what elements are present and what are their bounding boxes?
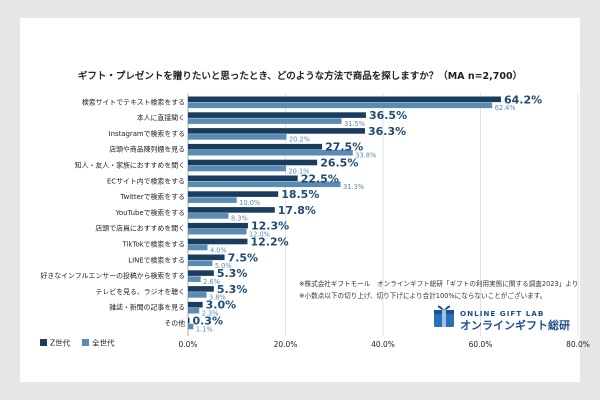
legend-swatch-z xyxy=(40,339,47,346)
bar-z-generation xyxy=(188,301,203,308)
category-label: Twitterで検索をする xyxy=(120,192,185,201)
value-label-all: 2.6% xyxy=(203,278,220,286)
bar-all-generation xyxy=(188,118,342,124)
bar-all-generation xyxy=(188,181,341,188)
bar-z-generation xyxy=(188,207,275,213)
bar-z-generation xyxy=(188,270,214,276)
x-tick-label: 20.0% xyxy=(274,340,298,349)
legend-label-z: Z世代 xyxy=(50,338,71,348)
bar-z-generation xyxy=(188,222,248,229)
category-label: 好きなインフルエンサーの投稿から検索をする xyxy=(41,271,186,280)
x-tick-label: 0.0% xyxy=(178,340,197,349)
x-tick-label: 80.0% xyxy=(566,340,590,349)
bar-z-generation xyxy=(188,128,365,134)
legend-label-all: 全世代 xyxy=(92,338,115,348)
value-label-all: 8.3% xyxy=(231,215,248,223)
value-label-all: 3.8% xyxy=(209,294,226,302)
bar-z-generation xyxy=(188,254,225,261)
bar-z-generation xyxy=(188,159,318,166)
legend-swatch-all xyxy=(82,339,89,346)
bar-all-generation xyxy=(188,102,493,109)
value-label-all: 31.5% xyxy=(344,120,365,128)
bar-all-generation xyxy=(188,323,194,330)
value-labels: 64.2%62.4% 36.5% 31.5%36.3% 20.2% 27.5%33.8%… xyxy=(192,93,542,333)
value-label-z: 22.5% xyxy=(301,172,339,185)
value-label-z: 18.5% xyxy=(281,188,319,201)
source-note: ※株式会社ギフトモール オンラインギフト総研「ギフトの利用実態に関する調査202… xyxy=(299,279,578,288)
chart-title: ギフト・プレゼントを贈りたいと思ったとき、どのような方法で商品を探しますか？（M… xyxy=(78,70,522,82)
bar-all-generation xyxy=(188,276,201,282)
chart-card xyxy=(20,18,580,382)
gift-box-icon xyxy=(434,305,454,327)
rounding-note: ※小数点以下の切り上げ、切り下げにより合計100%にならないことがございます。 xyxy=(299,291,546,300)
x-tick-label: 60.0% xyxy=(469,340,493,349)
logo-text-english: ONLINE GIFT LAB xyxy=(460,309,544,318)
value-label-all: 1.1% xyxy=(196,325,213,333)
value-label-all: 4.0% xyxy=(210,246,227,254)
x-tick-label: 40.0% xyxy=(371,340,395,349)
value-label-z: 5.3% xyxy=(217,267,248,280)
logo-text-japanese: オンラインギフト総研 xyxy=(460,318,570,332)
bar-z-generation xyxy=(188,112,366,118)
bar-all-generation xyxy=(188,292,207,298)
value-label-z: 0.3% xyxy=(192,315,223,328)
legend: Z世代 全世代 xyxy=(40,338,115,348)
bar-z-generation xyxy=(188,96,501,103)
value-label-all: 20.2% xyxy=(289,136,310,144)
bar-all-generation xyxy=(188,307,200,314)
value-label-z: 26.5% xyxy=(320,157,358,170)
value-label-all: 12.0% xyxy=(249,231,270,239)
bar-z-generation xyxy=(188,191,279,197)
value-label-all: 10.0% xyxy=(239,199,260,207)
category-label: Instagramで検索をする xyxy=(109,129,185,138)
bar-all-generation xyxy=(188,213,229,219)
value-label-all: 5.0% xyxy=(215,262,232,270)
value-label-all: 20.1% xyxy=(288,167,309,175)
category-label: 雑誌・新聞の記事を見る xyxy=(109,303,185,312)
category-label: 検索サイトでテキスト検索をする xyxy=(82,97,185,106)
category-label: その他 xyxy=(164,319,185,328)
value-label-z: 17.8% xyxy=(278,204,316,217)
bar-all-generation xyxy=(188,228,247,235)
category-label: 知人・友人・家族におすすめを聞く xyxy=(75,161,185,170)
value-label-z: 36.5% xyxy=(369,109,407,122)
category-label: 店頭で店員におすすめを聞く xyxy=(95,224,185,233)
bar-all-generation xyxy=(188,260,213,267)
value-label-all: 2.3% xyxy=(202,310,219,318)
category-label: 本人に直接聞く xyxy=(137,113,185,122)
value-label-z: 5.3% xyxy=(217,283,248,296)
bar-all-generation xyxy=(188,149,353,156)
bar-all-generation xyxy=(188,244,208,251)
value-label-z: 27.5% xyxy=(325,141,363,154)
bar-all-generation xyxy=(188,134,287,140)
value-label-all: 62.4% xyxy=(495,104,516,112)
value-label-z: 12.2% xyxy=(250,236,288,249)
bar-z-generation xyxy=(188,286,214,292)
value-label-all: 31.3% xyxy=(343,183,364,191)
bars-group xyxy=(188,96,501,330)
x-axis-ticks: 0.0% 20.0% 40.0% 60.0% 80.0% xyxy=(178,340,589,349)
value-label-z: 3.0% xyxy=(206,299,237,312)
bar-z-generation xyxy=(188,143,323,150)
bar-all-generation xyxy=(188,197,237,203)
value-label-z: 12.3% xyxy=(251,220,289,233)
category-label: LINEで検索をする xyxy=(128,255,185,264)
value-label-z: 64.2% xyxy=(504,93,542,106)
bar-z-generation xyxy=(188,238,248,245)
bar-all-generation xyxy=(188,165,286,172)
category-label: ECサイト内で検索をする xyxy=(107,176,185,185)
category-label: YouTubeで検索をする xyxy=(115,208,185,217)
value-label-z: 7.5% xyxy=(228,251,259,264)
category-label: TikTokで検索をする xyxy=(122,240,186,249)
bar-z-generation xyxy=(188,317,190,324)
bar-z-generation xyxy=(188,175,298,182)
category-label: 店頭や商品陳列棚を見る xyxy=(109,145,185,154)
online-gift-lab-logo: ONLINE GIFT LAB オンラインギフト総研 xyxy=(434,305,570,332)
value-label-z: 36.3% xyxy=(368,125,406,138)
value-label-all: 33.8% xyxy=(355,152,376,160)
category-label: テレビを見る、ラジオを聴く xyxy=(96,287,185,296)
